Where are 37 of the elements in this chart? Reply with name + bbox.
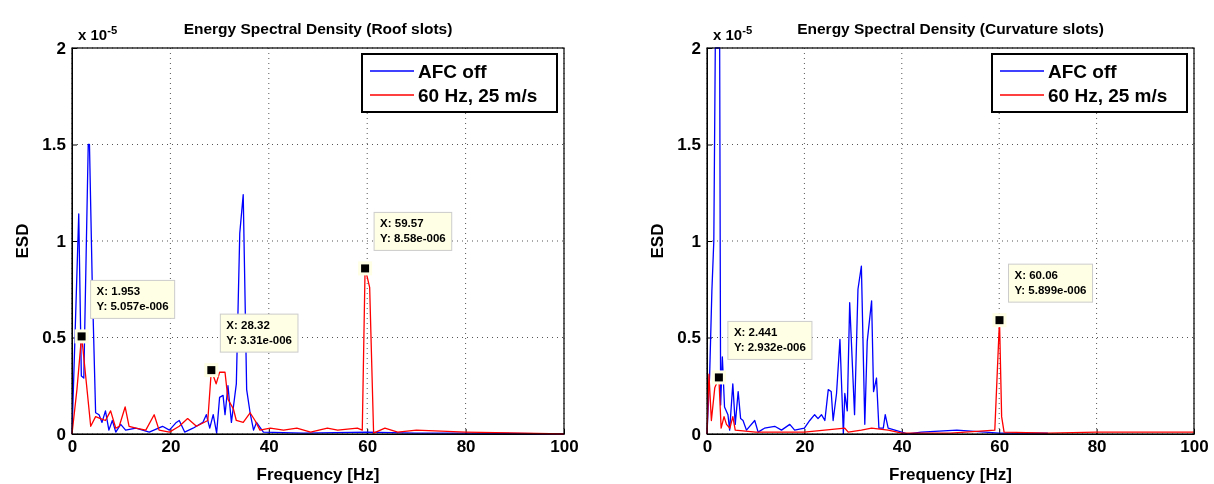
y-tick-label: 2 (691, 38, 701, 58)
x-tick-label: 100 (1180, 437, 1209, 457)
annotation: X: 59.57 Y: 8.58e-006 (380, 217, 446, 245)
x-tick-label: 40 (259, 437, 279, 457)
legend-label: 60 Hz, 25 m/s (418, 85, 538, 106)
x-tick-label: 80 (456, 437, 476, 457)
x-axis-title: Frequency [Hz] (889, 465, 1012, 484)
y-tick-label: 0 (56, 424, 66, 444)
y-tick-label: 1.5 (677, 135, 701, 155)
x-tick-label: 60 (358, 437, 378, 457)
x-tick-label: 20 (161, 437, 181, 457)
y-tick-label: 1.5 (42, 135, 66, 155)
x-tick-label: 100 (550, 437, 579, 457)
annotation: X: 1.953 Y: 5.057e-006 (96, 285, 169, 313)
y-tick-label: 0.5 (677, 328, 701, 348)
chart-title: Energy Spectral Density (Roof slots) (183, 20, 453, 37)
y-tick-label: 0 (691, 424, 701, 444)
legend-label: AFC off (418, 61, 488, 82)
x-axis-title: Frequency [Hz] (256, 465, 380, 484)
y-tick-label: 2 (56, 38, 66, 58)
x-tick-label: 80 (1087, 437, 1107, 457)
x-tick-label: 60 (990, 437, 1010, 457)
legend-label: 60 Hz, 25 m/s (1048, 85, 1168, 106)
y-axis-title: ESD (13, 223, 32, 259)
chart-title: Energy Spectral Density (Curvature slots) (797, 20, 1104, 37)
y-axis-title: ESD (648, 223, 667, 259)
y-tick-label: 1 (691, 231, 701, 251)
annotation: X: 60.06 Y: 5.899e-006 (1014, 269, 1087, 297)
x-tick-label: 40 (892, 437, 912, 457)
y-tick-label: 0.5 (42, 328, 66, 348)
text: x 10$^{-5}$ (713, 24, 753, 43)
text: x 10$^{-5}$ (78, 24, 118, 43)
annotation: X: 2.441 Y: 2.932e-006 (733, 326, 806, 354)
legend-label: AFC off (1048, 61, 1118, 82)
y-tick-label: 1 (56, 231, 66, 251)
x-tick-label: 20 (795, 437, 815, 457)
annotation: X: 28.32 Y: 3.31e-006 (226, 319, 292, 347)
